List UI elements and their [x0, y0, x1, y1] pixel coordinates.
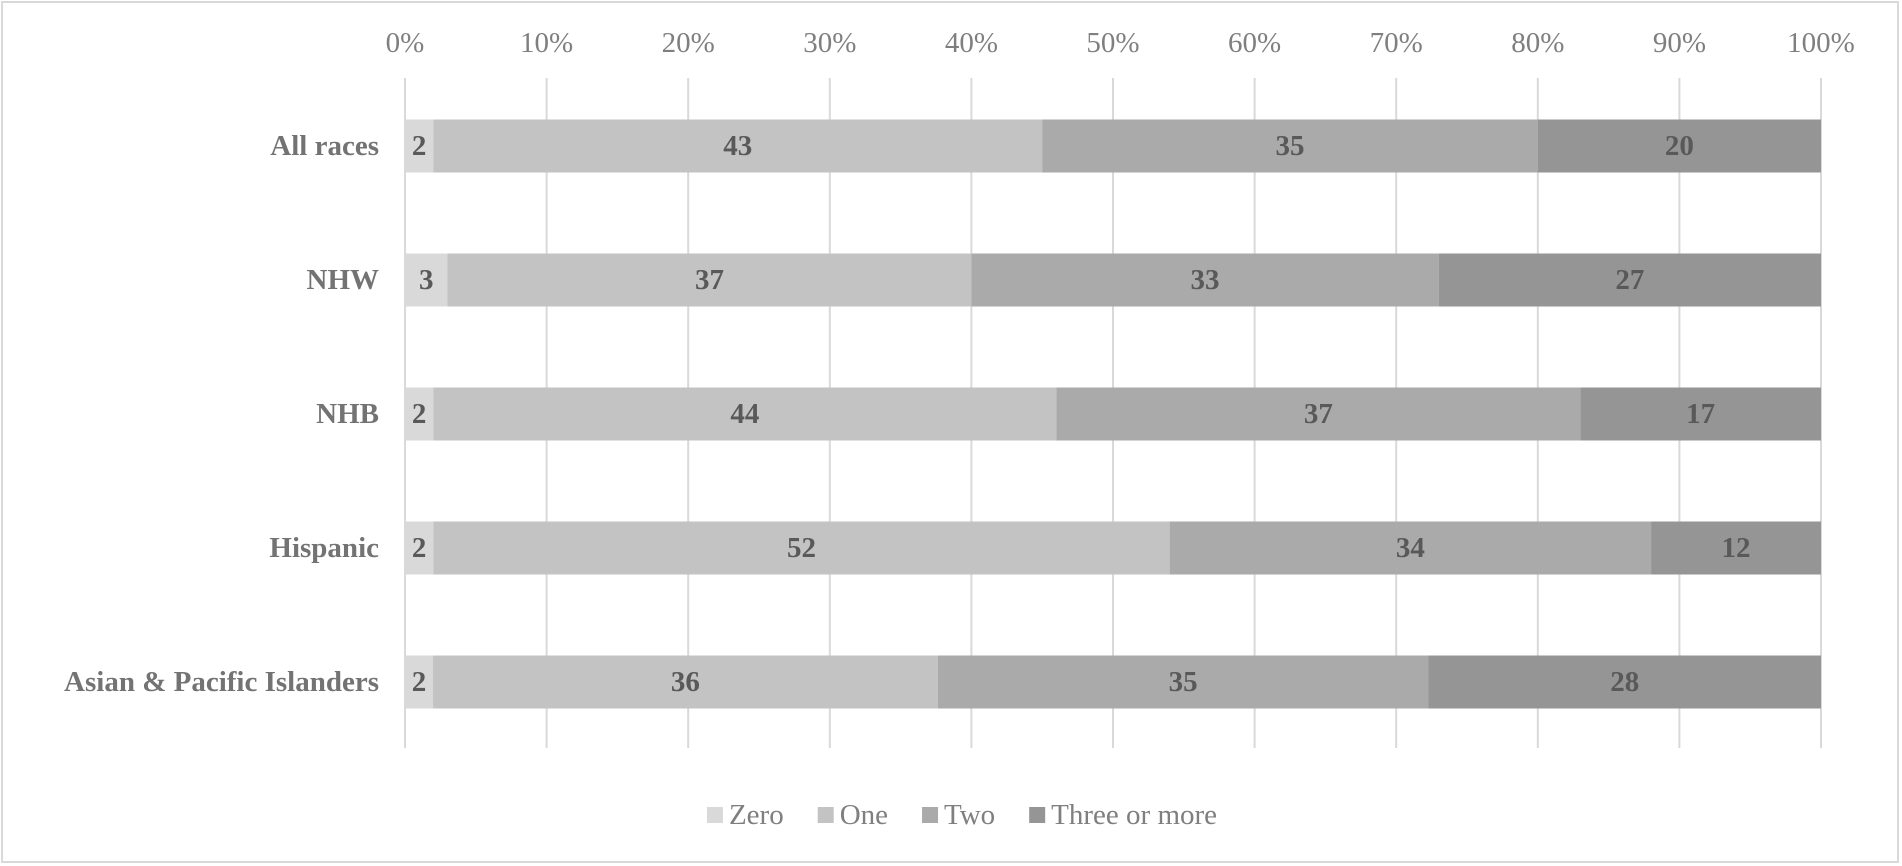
legend-swatch	[1029, 807, 1046, 823]
x-tick-label: 100%	[1787, 27, 1855, 59]
data-label: 35	[1169, 666, 1198, 698]
bar-segment	[1056, 387, 1581, 441]
data-label: 52	[787, 532, 816, 564]
x-tick-label: 80%	[1511, 27, 1564, 59]
data-label: 36	[671, 666, 700, 698]
category-label: NHW	[307, 264, 380, 296]
data-label: 3	[419, 264, 434, 296]
x-axis-ticks: 0% 10% 20% 30% 40% 50% 60% 70% 80% 90% 100%	[386, 27, 1855, 59]
bar-segment	[1438, 253, 1821, 307]
x-tick-label: 40%	[945, 27, 998, 59]
data-label: 2	[412, 666, 427, 698]
bar-segment	[433, 655, 938, 709]
data-label: 27	[1615, 264, 1644, 296]
data-label: 34	[1396, 532, 1425, 564]
legend-swatch	[922, 807, 939, 823]
legend-item: Two	[922, 799, 995, 831]
bar-segment	[1428, 655, 1821, 709]
bar-segment	[1042, 119, 1538, 173]
bar-segment	[433, 521, 1170, 575]
x-tick-label: 30%	[803, 27, 856, 59]
x-tick-label: 10%	[520, 27, 573, 59]
data-label: 28	[1610, 666, 1639, 698]
data-label: 12	[1722, 532, 1751, 564]
bar-segment	[971, 253, 1439, 307]
legend-item: Three or more	[1029, 799, 1217, 831]
category-label: NHB	[316, 398, 379, 430]
data-label: 37	[695, 264, 724, 296]
bar-segment	[405, 387, 434, 441]
category-label: Hispanic	[269, 532, 379, 564]
bar-segment	[937, 655, 1429, 709]
x-tick-label: 50%	[1086, 27, 1139, 59]
category-label: All races	[270, 130, 379, 162]
bar-segment	[405, 521, 434, 575]
legend-item: One	[817, 799, 888, 831]
stacked-bar-chart: 0% 10% 20% 30% 40% 50% 60% 70% 80% 90% 100% 2 43 35 2…	[64, 27, 1855, 831]
bar-segment	[405, 655, 434, 709]
data-label: 37	[1304, 398, 1333, 430]
bars: 2 43 35 20 3 37 33 27 2 44 37 17 2 52 34 12 2 36 35 28	[405, 119, 1821, 709]
legend-label: One	[840, 799, 888, 831]
category-label: Asian & Pacific Islanders	[64, 666, 379, 698]
bar-segment	[1651, 521, 1821, 575]
bar-segment	[405, 119, 434, 173]
legend-swatch	[817, 807, 834, 823]
legend-swatch	[706, 807, 723, 823]
data-label: 44	[730, 398, 759, 430]
bar-segment	[447, 253, 972, 307]
data-label: 43	[723, 130, 752, 162]
data-label: 2	[412, 532, 427, 564]
bar-segment	[1169, 521, 1652, 575]
x-tick-label: 60%	[1228, 27, 1281, 59]
x-tick-label: 70%	[1370, 27, 1423, 59]
bar-segment	[1580, 387, 1821, 441]
bar-segment	[433, 119, 1043, 173]
x-tick-label: 90%	[1653, 27, 1706, 59]
legend-label: Zero	[729, 799, 784, 831]
bar-segment	[1537, 119, 1821, 173]
legend-label: Three or more	[1051, 799, 1217, 831]
data-label: 17	[1686, 398, 1715, 430]
x-tick-label: 20%	[662, 27, 715, 59]
legend-label: Two	[944, 799, 995, 831]
x-tick-label: 0%	[386, 27, 425, 59]
data-label: 2	[412, 398, 427, 430]
data-label: 20	[1665, 130, 1694, 162]
category-labels: All races NHW NHB Hispanic Asian & Pacific I…	[64, 130, 379, 698]
bar-segment	[433, 387, 1057, 441]
legend: Zero One Two Three or more	[706, 799, 1217, 831]
legend-item: Zero	[706, 799, 784, 831]
data-label: 33	[1191, 264, 1220, 296]
data-label: 35	[1276, 130, 1305, 162]
data-label: 2	[412, 130, 427, 162]
bar-segment	[405, 253, 448, 307]
